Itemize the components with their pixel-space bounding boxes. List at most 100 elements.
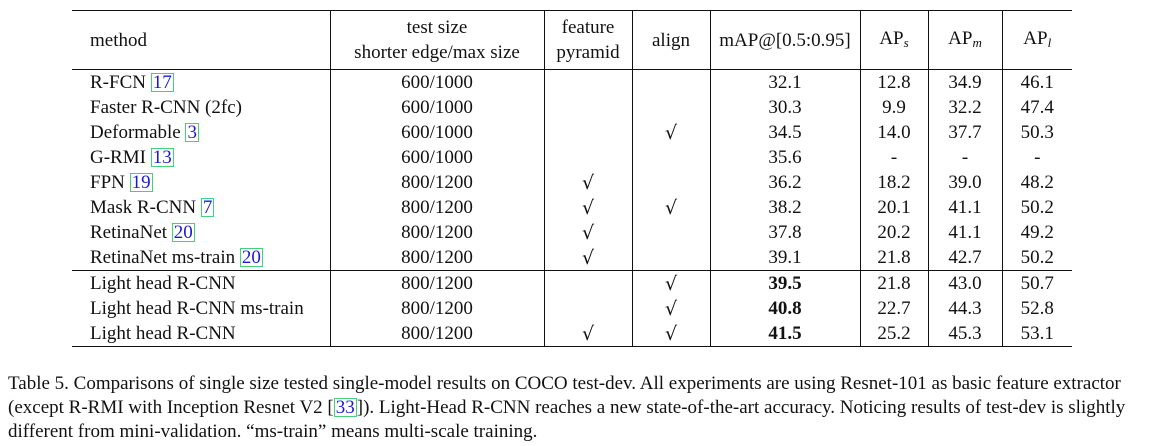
caption-citation-link[interactable]: 33 [333, 397, 357, 418]
caption-part2: ]). Light-Head R-CNN reaches a new state… [8, 397, 1126, 442]
cell-method: FPN 19 [72, 170, 331, 195]
citation-link[interactable]: 13 [150, 146, 174, 168]
cell-aps: 21.8 [860, 245, 929, 271]
cell-aps: 20.2 [860, 220, 929, 245]
cell-feature-pyramid: √ [544, 245, 633, 271]
cell-method: R-FCN 17 [72, 69, 331, 95]
header-method: method [72, 10, 331, 70]
cell-feature-pyramid [544, 69, 633, 95]
header-test-size-line1: test size [406, 17, 468, 38]
cell-apm: 34.9 [928, 69, 1003, 95]
method-name: FPN [90, 171, 125, 193]
light-head-rows: Light head R-CNN 800/1200 √ 39.5 21.8 43.0 50.… [72, 270, 1072, 347]
table-row: Light head R-CNN 800/1200 √ √ 41.5 25.2 45.3 53… [72, 321, 1072, 347]
cell-map: 30.3 [710, 95, 861, 120]
cell-align: √ [632, 120, 711, 145]
cell-align [632, 145, 711, 170]
cell-apm: - [928, 145, 1003, 170]
cell-map: 32.1 [710, 69, 861, 95]
method-name: Light head R-CNN [90, 322, 236, 344]
citation-link[interactable]: 19 [129, 171, 153, 193]
header-feature-line2: pyramid [556, 42, 620, 63]
method-name: Deformable [90, 121, 181, 143]
method-name: G-RMI [90, 146, 146, 168]
header-apm-base: AP [948, 27, 973, 49]
method-name: Light head R-CNN ms-train [90, 297, 304, 319]
cell-aps: 22.7 [860, 296, 929, 321]
cell-aps: 14.0 [860, 120, 929, 145]
table-row: G-RMI 13 600/1000 35.6- - - [72, 145, 1072, 170]
header-test-size: test size shorter edge/max size [330, 10, 545, 70]
cell-apl: 52.8 [1020, 297, 1054, 319]
citation-link[interactable]: 17 [150, 71, 174, 93]
cell-map: 37.8 [710, 220, 861, 245]
results-table: method test size shorter edge/max size f… [72, 10, 1072, 347]
cell-test-size: 800/1200 [330, 321, 545, 347]
cell-apl: 53.1 [1020, 322, 1054, 344]
cell-aps: 20.1 [860, 195, 929, 220]
cell-feature-pyramid [544, 296, 633, 321]
header-aps-sub: s [903, 34, 909, 50]
method-name: RetinaNet ms-train [90, 246, 236, 268]
cell-aps: 18.2 [860, 170, 929, 195]
cell-map: 41.5 [710, 321, 861, 347]
table-row: Light head R-CNN 800/1200 √ 39.5 21.8 43.0 50.… [72, 270, 1072, 296]
table-header-row: method test size shorter edge/max size f… [72, 10, 1072, 70]
table-row: Faster R-CNN (2fc) 600/1000 30.3 9.9 32.2 47.… [72, 95, 1072, 120]
cell-aps: 9.9 [860, 95, 929, 120]
cell-apl: 46.1 [1020, 71, 1054, 93]
cell-align [632, 170, 711, 195]
header-map: mAP@[0.5:0.95] [710, 10, 861, 70]
cell-method: Mask R-CNN 7 [72, 195, 331, 220]
cell-test-size: 800/1200 [330, 270, 545, 296]
header-apm: APm [928, 10, 1003, 70]
table-row: Deformable 3 600/1000 √ 34.5 14.0 37.7 50.3 [72, 120, 1072, 145]
citation-link[interactable]: 7 [200, 196, 215, 218]
cell-test-size: 800/1200 [330, 170, 545, 195]
cell-align [632, 95, 711, 120]
cell-method: RetinaNet 20 [72, 220, 331, 245]
header-apl: APl [1002, 11, 1072, 70]
caption-part1: Table 5. Comparisons of single size test… [8, 373, 1121, 418]
table-row: R-FCN 17 600/1000 32.1 12.8 34.9 46.1 [72, 69, 1072, 95]
method-name: R-FCN [90, 71, 146, 93]
cell-method: G-RMI 13 [72, 145, 331, 170]
cell-map: 40.8 [710, 296, 861, 321]
cell-apm: 37.7 [928, 120, 1003, 145]
cell-method: RetinaNet ms-train 20 [72, 245, 331, 271]
method-name: Mask R-CNN [90, 196, 197, 218]
cell-test-size: 600/1000 [330, 145, 545, 170]
cell-feature-pyramid: √ [544, 220, 633, 245]
header-feature-line1: feature [561, 17, 615, 38]
cell-apl: 50.2 [1020, 246, 1054, 268]
table-row: FPN 19 800/1200 √ 36.2 18.2 39.0 48.2 [72, 170, 1072, 195]
cell-apm: 41.1 [928, 220, 1003, 245]
cell-apl: 50.3 [1020, 121, 1054, 143]
cell-feature-pyramid [544, 270, 633, 296]
cell-method: Deformable 3 [72, 120, 331, 145]
header-feature-pyramid: feature pyramid [544, 10, 633, 70]
cell-align [632, 69, 711, 95]
cell-apm: 45.3 [928, 321, 1003, 347]
cell-align [632, 245, 711, 271]
cell-map: 39.5 [710, 270, 861, 296]
cell-test-size: 800/1200 [330, 195, 545, 220]
table-row: RetinaNet ms-train 20 800/1200 √ 39.1 21.8 42… [72, 245, 1072, 271]
citation-link[interactable]: 20 [239, 246, 263, 268]
cell-method: Light head R-CNN [72, 321, 331, 347]
cell-align: √ [632, 321, 711, 347]
cell-apl: 50.7 [1020, 272, 1054, 294]
header-aps: APs [860, 10, 929, 70]
cell-apl: 50.2 [1020, 196, 1054, 218]
cell-apl: - [1034, 146, 1041, 168]
cell-apl: 48.2 [1020, 171, 1054, 193]
baseline-rows: R-FCN 17 600/1000 32.1 12.8 34.9 46.1 Faster R… [72, 69, 1072, 271]
header-apm-sub: m [972, 34, 982, 50]
method-name: RetinaNet [90, 221, 168, 243]
cell-apm: 39.0 [928, 170, 1003, 195]
cell-feature-pyramid: √ [544, 321, 633, 347]
citation-link[interactable]: 3 [185, 121, 199, 143]
cell-test-size: 800/1200 [330, 220, 545, 245]
citation-link[interactable]: 20 [171, 221, 195, 243]
cell-align: √ [632, 296, 711, 321]
